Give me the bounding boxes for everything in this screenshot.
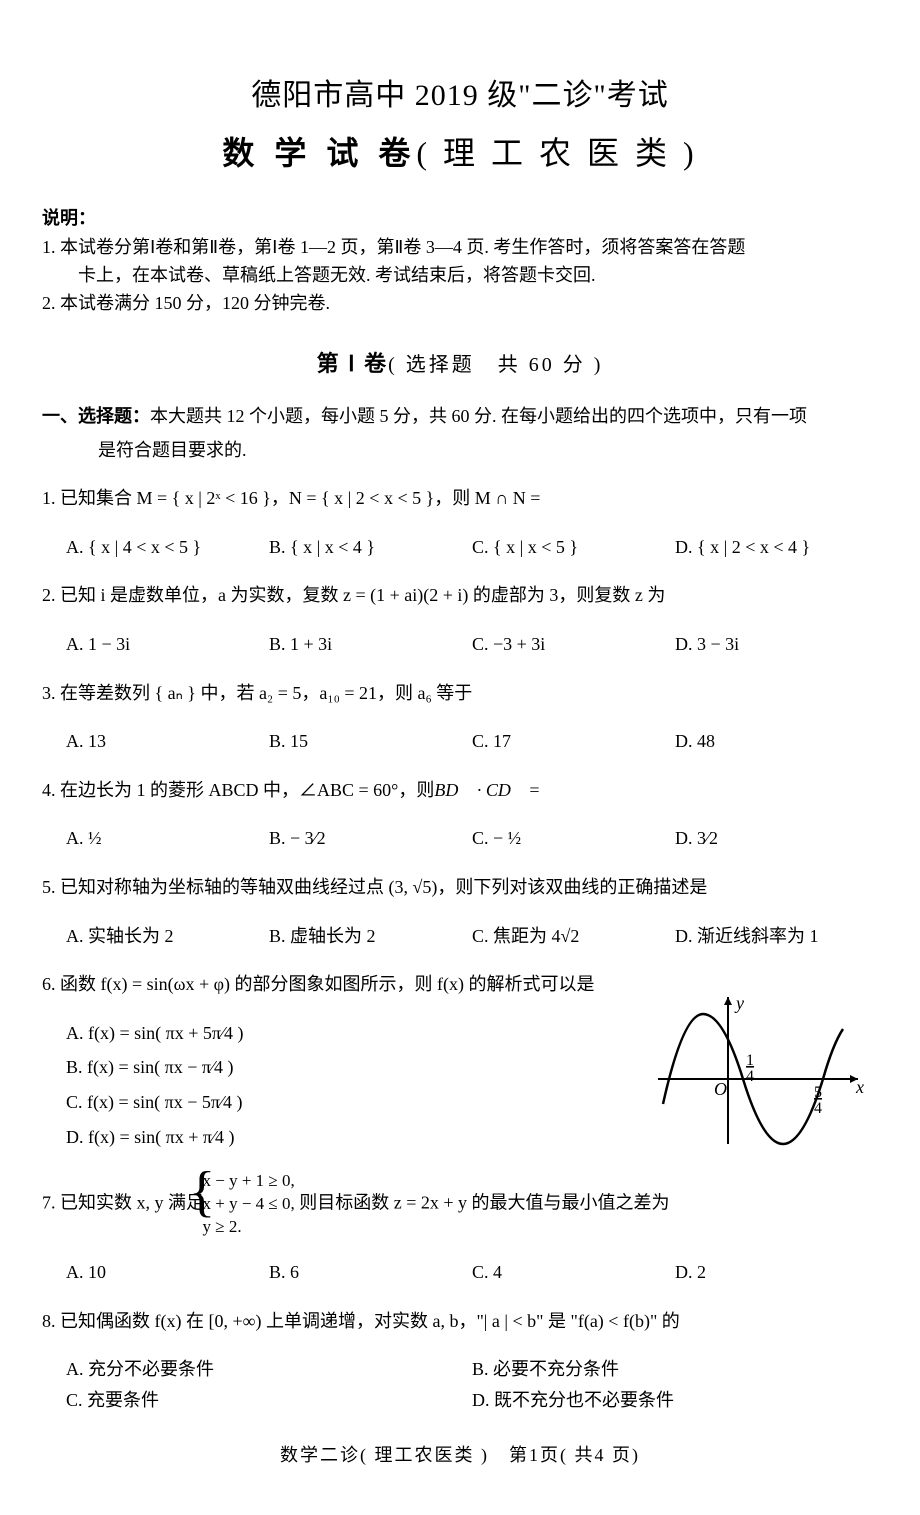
q2-opt-b: B. 1 + 3i [269, 629, 472, 660]
q7-brace: { [209, 1164, 216, 1220]
q7-stem-pre: 7. 已知实数 x, y 满足 [42, 1193, 209, 1213]
q2-options: A. 1 − 3i B. 1 + 3i C. −3 + 3i D. 3 − 3i [42, 629, 878, 660]
question-4: 4. 在边长为 1 的菱形 ABCD 中，∠ABC = 60°，则BD⃗ · C… [42, 775, 878, 854]
q5-stem: 5. 已知对称轴为坐标轴的等轴双曲线经过点 (3, √5)，则下列对该双曲线的正… [42, 872, 878, 903]
q2-opt-c: C. −3 + 3i [472, 629, 675, 660]
q2-stem: 2. 已知 i 是虚数单位，a 为实数，复数 z = (1 + ai)(2 + … [42, 580, 878, 611]
question-5: 5. 已知对称轴为坐标轴的等轴双曲线经过点 (3, √5)，则下列对该双曲线的正… [42, 872, 878, 951]
q5-opt-b: B. 虚轴长为 2 [269, 921, 472, 952]
block-1-heading: 一、选择题：本大题共 12 个小题，每小题 5 分，共 60 分. 在每小题给出… [42, 402, 878, 431]
q7-opt-b: B. 6 [269, 1257, 472, 1288]
q4-opt-c: C. − ½ [472, 823, 675, 854]
q5-opt-a: A. 实轴长为 2 [66, 921, 269, 952]
q5-options: A. 实轴长为 2 B. 虚轴长为 2 C. 焦距为 4√2 D. 渐近线斜率为… [42, 921, 878, 952]
q8-opt-c: C. 充要条件 [66, 1385, 472, 1416]
question-3: 3. 在等差数列 { aₙ } 中，若 a₂ = 5，a₁₀ = 21，则 a₆… [42, 678, 878, 757]
title-sub-bold: 数 学 试 卷 [222, 135, 416, 171]
q2-opt-a: A. 1 − 3i [66, 629, 269, 660]
instruction-1b: 卡上，在本试卷、草稿纸上答题无效. 考试结束后，将答题卡交回. [42, 262, 878, 290]
section-1-heading: 第 Ⅰ 卷( 选择题 共 60 分 ) [42, 346, 878, 378]
q7-system: { x − y + 1 ≥ 0, x + y − 4 ≤ 0, y ≥ 2. [209, 1170, 295, 1239]
q8-opt-b: B. 必要不充分条件 [472, 1354, 878, 1385]
mark-5-4-den: 4 [814, 1100, 822, 1117]
q7-stem-post: 则目标函数 z = 2x + y 的最大值与最小值之差为 [299, 1193, 669, 1213]
origin-label: O [714, 1079, 727, 1099]
q3-options: A. 13 B. 15 C. 17 D. 48 [42, 726, 878, 757]
q5-opt-c: C. 焦距为 4√2 [472, 921, 675, 952]
block-1-text2: 是符合题目要求的. [42, 436, 878, 465]
block-1-prefix: 一、选择题： [42, 406, 150, 426]
instructions-heading: 说明： [42, 204, 878, 230]
page-footer: 数学二诊( 理工农医类 ) 第1页( 共4 页) [42, 1441, 878, 1467]
mark-1-4-den: 4 [746, 1068, 754, 1085]
q6-graph: y x O 1 4 5 4 [658, 989, 868, 1149]
q3-stem: 3. 在等差数列 { aₙ } 中，若 a₂ = 5，a₁₀ = 21，则 a₆… [42, 678, 878, 709]
mark-5-4-num: 5 [814, 1084, 822, 1101]
q3-opt-c: C. 17 [472, 726, 675, 757]
section-1-paren: ( 选择题 共 60 分 ) [388, 354, 603, 376]
x-label: x [855, 1077, 864, 1097]
q4-stem-vec: BD⃗ · CD⃗ [434, 780, 525, 800]
q3-opt-a: A. 13 [66, 726, 269, 757]
q7-opt-a: A. 10 [66, 1257, 269, 1288]
q7-opt-c: C. 4 [472, 1257, 675, 1288]
q8-options: A. 充分不必要条件 B. 必要不充分条件 C. 充要条件 D. 既不充分也不必… [42, 1354, 878, 1415]
block-1-text1: 本大题共 12 个小题，每小题 5 分，共 60 分. 在每小题给出的四个选项中… [150, 406, 807, 426]
q3-opt-d: D. 48 [675, 726, 878, 757]
q8-stem: 8. 已知偶函数 f(x) 在 [0, +∞) 上单调递增，对实数 a, b，"… [42, 1306, 878, 1337]
y-label: y [734, 993, 744, 1013]
q1-opt-b: B. { x | x < 4 } [269, 532, 472, 563]
q7-opt-d: D. 2 [675, 1257, 878, 1288]
q7-options: A. 10 B. 6 C. 4 D. 2 [42, 1257, 878, 1288]
question-7: 7. 已知实数 x, y 满足 { x − y + 1 ≥ 0, x + y −… [42, 1170, 878, 1287]
q1-options: A. { x | 4 < x < 5 } B. { x | x < 4 } C.… [42, 532, 878, 563]
title-main: 德阳市高中 2019 级"二诊"考试 [42, 70, 878, 114]
y-axis-arrow [724, 997, 732, 1005]
q2-opt-d: D. 3 − 3i [675, 629, 878, 660]
question-1: 1. 已知集合 M = { x | 2ˣ < 16 }，N = { x | 2 … [42, 483, 878, 562]
q4-options: A. ½ B. − 3⁄2 C. − ½ D. 3⁄2 [42, 823, 878, 854]
title-sub: 数 学 试 卷( 理 工 农 医 类 ) [42, 128, 878, 174]
question-8: 8. 已知偶函数 f(x) 在 [0, +∞) 上单调递增，对实数 a, b，"… [42, 1306, 878, 1416]
q4-stem: 4. 在边长为 1 的菱形 ABCD 中，∠ABC = 60°，则BD⃗ · C… [42, 775, 878, 806]
q7-stem: 7. 已知实数 x, y 满足 { x − y + 1 ≥ 0, x + y −… [42, 1170, 878, 1239]
q8-opt-d: D. 既不充分也不必要条件 [472, 1385, 878, 1416]
question-2: 2. 已知 i 是虚数单位，a 为实数，复数 z = (1 + ai)(2 + … [42, 580, 878, 659]
exam-page: 德阳市高中 2019 级"二诊"考试 数 学 试 卷( 理 工 农 医 类 ) … [0, 0, 920, 1515]
q7-sys1: x − y + 1 ≥ 0, [223, 1170, 295, 1193]
q1-opt-a: A. { x | 4 < x < 5 } [66, 532, 269, 563]
q1-opt-c: C. { x | x < 5 } [472, 532, 675, 563]
instruction-1a: 1. 本试卷分第Ⅰ卷和第Ⅱ卷，第Ⅰ卷 1—2 页，第Ⅱ卷 3—4 页. 考生作答… [42, 234, 878, 262]
q4-opt-a: A. ½ [66, 823, 269, 854]
q4-opt-d: D. 3⁄2 [675, 823, 878, 854]
sine-graph-svg: y x O 1 4 5 4 [658, 989, 868, 1149]
title-sub-paren: ( 理 工 农 医 类 ) [416, 135, 697, 171]
q7-sys3: y ≥ 2. [223, 1216, 295, 1239]
q5-opt-d: D. 渐近线斜率为 1 [675, 921, 878, 952]
q7-sys2: x + y − 4 ≤ 0, [223, 1193, 295, 1216]
q1-opt-d: D. { x | 2 < x < 4 } [675, 532, 878, 563]
q4-opt-b: B. − 3⁄2 [269, 823, 472, 854]
question-6: 6. 函数 f(x) = sin(ωx + φ) 的部分图象如图所示，则 f(x… [42, 969, 878, 1152]
q4-stem-post: = [525, 780, 540, 800]
q1-stem: 1. 已知集合 M = { x | 2ˣ < 16 }，N = { x | 2 … [42, 483, 878, 514]
mark-1-4-num: 1 [746, 1052, 754, 1069]
section-1-bold: 第 Ⅰ 卷 [317, 351, 389, 376]
q8-opt-a: A. 充分不必要条件 [66, 1354, 472, 1385]
q3-opt-b: B. 15 [269, 726, 472, 757]
q4-stem-pre: 4. 在边长为 1 的菱形 ABCD 中，∠ABC = 60°，则 [42, 780, 434, 800]
instruction-2: 2. 本试卷满分 150 分，120 分钟完卷. [42, 290, 878, 318]
